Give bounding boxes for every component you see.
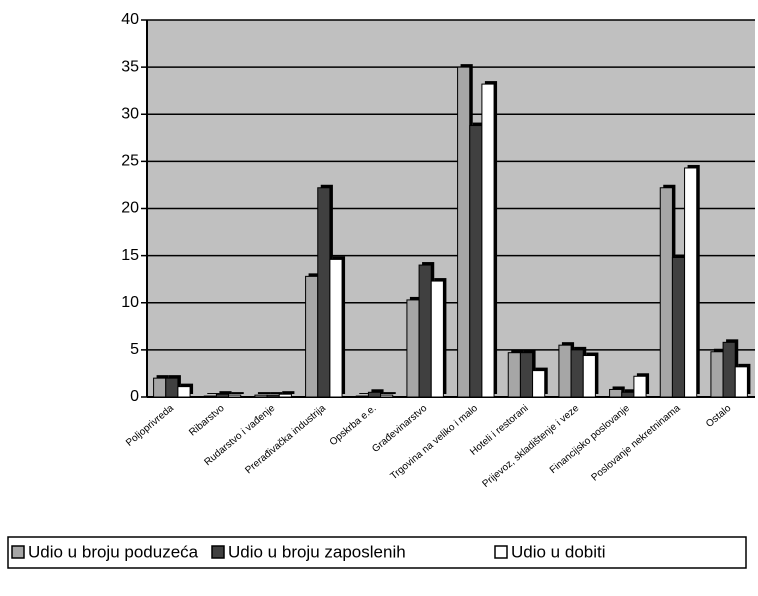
- legend-box: [7, 536, 747, 569]
- bar-depth: [383, 392, 396, 394]
- bar-depth: [270, 392, 283, 394]
- bar: [582, 355, 596, 398]
- y-tick-label: 20: [121, 200, 139, 217]
- bar: [165, 377, 179, 398]
- bar: [457, 66, 471, 398]
- bar-depth: [231, 392, 244, 394]
- x-tick-label: Poljoprivreda: [124, 403, 176, 449]
- y-tick-label: 10: [121, 294, 139, 311]
- legend-label: Udio u broju zaposlenih: [228, 542, 406, 561]
- x-tick-label: Poslovanje nekretninama: [590, 403, 683, 484]
- y-tick-label: 30: [121, 105, 139, 122]
- bar: [305, 275, 319, 398]
- bar: [570, 349, 584, 398]
- legend-swatch: [494, 545, 508, 559]
- bar: [734, 366, 748, 398]
- x-tick-label: Opskrba e.e.: [328, 403, 379, 448]
- legend-swatch: [211, 545, 225, 559]
- bar: [355, 395, 369, 398]
- bar: [519, 352, 534, 398]
- bar: [266, 394, 280, 398]
- bar-depth: [359, 393, 372, 394]
- legend-label: Udio u broju poduzeća: [28, 542, 199, 561]
- bar: [317, 187, 331, 398]
- legend-swatch: [11, 545, 25, 559]
- bar-depth: [282, 391, 295, 394]
- bar: [367, 391, 382, 398]
- bar: [621, 391, 635, 398]
- bar: [710, 351, 724, 398]
- bar: [659, 187, 673, 398]
- y-tick-label: 5: [130, 341, 139, 358]
- bar-depth: [207, 393, 220, 394]
- legend-label: Udio u dobiti: [511, 542, 606, 561]
- bar: [532, 370, 546, 398]
- y-tick-label: 35: [121, 58, 139, 75]
- bar: [254, 394, 268, 398]
- bar-depth: [257, 392, 271, 394]
- bar: [203, 395, 217, 398]
- x-tick-label: Ribarstvo: [187, 403, 227, 439]
- y-tick-label: 40: [121, 11, 139, 28]
- bar: [329, 258, 343, 398]
- bar: [278, 393, 292, 398]
- x-tick-label: Prijevoz, skladištenje i veze: [481, 403, 582, 490]
- y-tick-label: 25: [121, 153, 139, 170]
- bar: [215, 393, 230, 398]
- bar: [228, 394, 242, 398]
- x-tick-label: Ostalo: [704, 403, 734, 430]
- bar: [380, 394, 394, 398]
- bar: [469, 125, 483, 398]
- bar-depth: [219, 391, 232, 394]
- bar: [507, 352, 521, 398]
- bar-depth: [371, 389, 384, 394]
- y-tick-label: 0: [130, 388, 139, 405]
- bar: [633, 375, 647, 398]
- bar: [722, 341, 736, 398]
- bar: [481, 83, 495, 398]
- x-tick-label: Trgovina na veliko i malo: [388, 403, 480, 483]
- bar: [430, 280, 444, 398]
- bar: [177, 386, 191, 398]
- bar: [609, 388, 623, 398]
- bar: [671, 257, 686, 398]
- bar: [406, 299, 420, 398]
- y-tick-label: 15: [121, 247, 139, 264]
- bar: [684, 167, 698, 398]
- bar: [418, 264, 432, 398]
- bar-depth: [624, 389, 637, 394]
- bar: [558, 344, 572, 398]
- bar: [153, 377, 167, 398]
